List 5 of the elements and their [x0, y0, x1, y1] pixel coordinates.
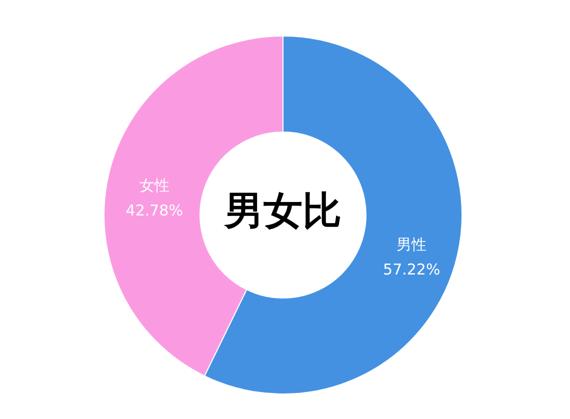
- text: 男女比: [224, 189, 342, 234]
- data-label: 57.22%: [383, 260, 440, 279]
- slice-label: 女性: [139, 176, 170, 194]
- slice-label: 男性: [396, 236, 427, 254]
- data-label: 42.78%: [126, 201, 183, 220]
